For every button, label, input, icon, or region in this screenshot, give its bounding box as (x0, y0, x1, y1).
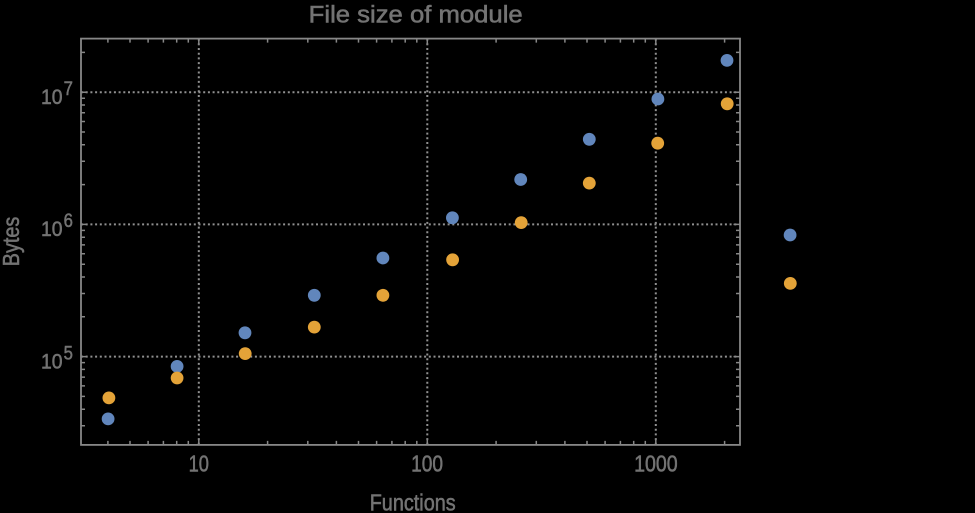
svg-text:100: 100 (411, 451, 443, 477)
svg-text:File size of module: File size of module (309, 1, 523, 28)
svg-text:10: 10 (41, 218, 63, 241)
svg-text:Functions: Functions (370, 490, 456, 513)
svg-text:5: 5 (64, 342, 73, 364)
svg-text:6: 6 (64, 210, 73, 232)
svg-text:1000: 1000 (634, 451, 678, 477)
svg-text:10: 10 (41, 350, 63, 373)
svg-text:7: 7 (64, 78, 73, 100)
svg-text:10: 10 (41, 86, 63, 109)
svg-text:10: 10 (189, 451, 209, 477)
svg-text:Bytes: Bytes (0, 217, 24, 266)
